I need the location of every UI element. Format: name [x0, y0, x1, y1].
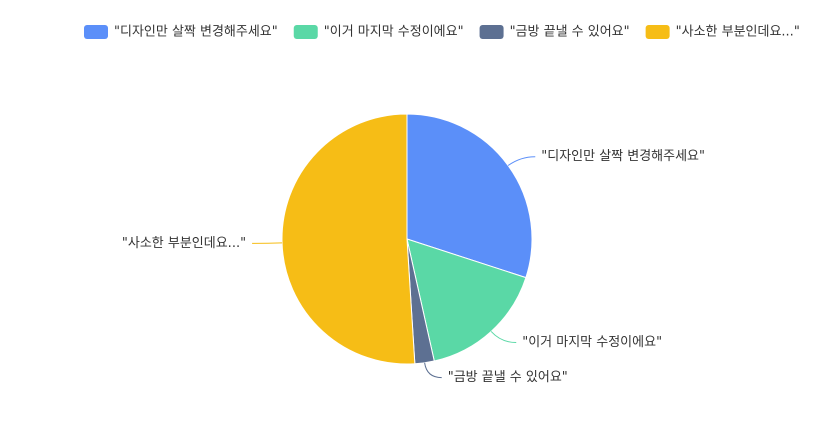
legend-label: "이거 마지막 수정이에요" [324, 25, 464, 40]
slice-label: "사소한 부분인데요..." [122, 236, 246, 251]
pie-slice [406, 113, 533, 279]
legend-label: "사소한 부분인데요..." [676, 25, 800, 40]
leader-line [424, 362, 442, 379]
legend-swatch [479, 25, 504, 39]
legend-swatch [84, 25, 108, 39]
leader-line [490, 331, 517, 344]
slice-label: "금방 끝낼 수 있어요" [448, 370, 568, 385]
slice-label: "이거 마지막 수정이에요" [522, 335, 662, 350]
legend-label: "디자인만 살짝 변경해주세요" [114, 25, 278, 40]
legend-label: "금방 끝낼 수 있어요" [510, 25, 630, 40]
legend-swatch [293, 25, 318, 39]
legend-swatch [645, 25, 670, 39]
slice-label: "디자인만 살짝 변경해주세요" [541, 149, 705, 164]
pie-slice [281, 113, 416, 365]
leader-line [507, 156, 536, 166]
